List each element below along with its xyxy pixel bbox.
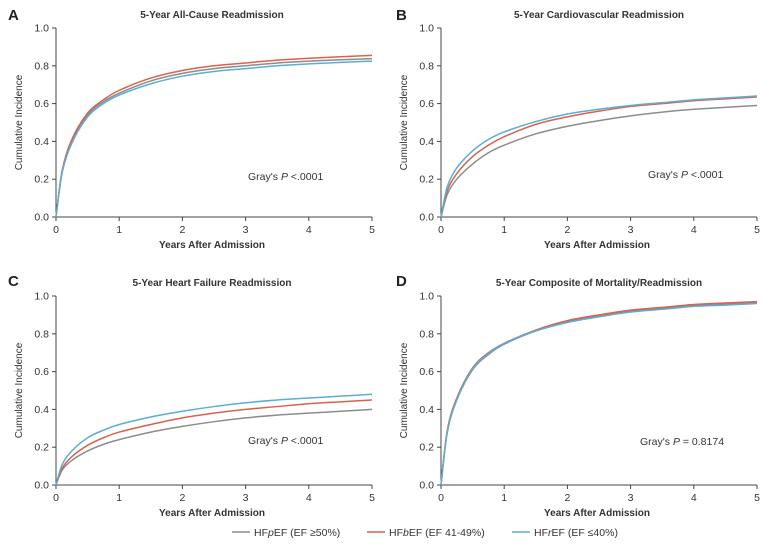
stat-annotation: Gray's P = 0.8174 <box>640 436 724 448</box>
y-tick-label: 1.0 <box>419 23 434 35</box>
x-tick-label: 5 <box>754 492 760 504</box>
y-tick-label: 0.6 <box>419 366 434 378</box>
y-tick-label: 0.0 <box>419 212 434 224</box>
x-tick-label: 4 <box>691 492 697 504</box>
y-tick-label: 0.4 <box>419 404 434 416</box>
x-tick-label: 3 <box>243 224 249 236</box>
x-tick-label: 5 <box>369 492 375 504</box>
series-line-hfpef <box>440 104 758 218</box>
legend-entry: HFrEF (EF ≤40%) <box>534 527 618 539</box>
stat-annotation: Gray's P <.0001 <box>248 435 323 447</box>
y-tick-label: 0.4 <box>34 136 49 148</box>
y-axis-label: Cumulative Incidence <box>399 342 410 438</box>
stat-annotation: Gray's P <.0001 <box>648 169 723 181</box>
chart-panel-a: A 5-Year All-Cause Readmission 0.0 0.2 0.4 0.… <box>8 7 375 251</box>
series-line-hfbef <box>55 54 373 218</box>
series-line-hfref <box>55 60 373 218</box>
x-axis-label: Years After Admission <box>159 240 265 251</box>
legend-entry: HFbEF (EF 41-49%) <box>389 527 485 539</box>
x-tick-label: 4 <box>691 224 697 236</box>
x-tick-label: 5 <box>369 224 375 236</box>
y-tick-label: 0.2 <box>419 174 434 186</box>
x-tick-label: 4 <box>306 224 312 236</box>
x-tick-label: 1 <box>116 492 122 504</box>
chart-panel-d: D 5-Year Composite of Mortality/Readmissi… <box>396 273 760 519</box>
panel-letter: D <box>396 273 407 290</box>
panel-title: 5-Year Cardiovascular Readmission <box>514 10 684 21</box>
x-axis-label: Years After Admission <box>159 508 265 519</box>
y-tick-label: 0.2 <box>419 442 434 454</box>
y-tick-label: 0.8 <box>34 60 49 72</box>
series-line-hfpef <box>55 57 373 218</box>
y-tick-label: 1.0 <box>34 23 49 35</box>
series-line-hfref <box>440 302 758 486</box>
panel-letter: B <box>396 7 407 24</box>
series-line-hfbef <box>440 300 758 486</box>
x-tick-label: 3 <box>628 492 634 504</box>
x-tick-label: 2 <box>564 224 570 236</box>
panel-letter: A <box>8 7 19 24</box>
y-tick-label: 1.0 <box>34 291 49 303</box>
x-tick-label: 3 <box>243 492 249 504</box>
x-tick-label: 0 <box>53 492 59 504</box>
x-tick-label: 1 <box>501 224 507 236</box>
y-axis-label: Cumulative Incidence <box>399 74 410 170</box>
x-tick-label: 3 <box>628 224 634 236</box>
x-tick-label: 5 <box>754 224 760 236</box>
y-tick-label: 0.4 <box>419 136 434 148</box>
series-line-hfref <box>440 95 758 218</box>
chart-panel-b: B 5-Year Cardiovascular Readmission 0.0 0.2… <box>396 7 760 251</box>
y-tick-label: 0.8 <box>419 60 434 72</box>
panel-letter: C <box>8 273 19 290</box>
stat-annotation: Gray's P <.0001 <box>248 171 323 183</box>
x-tick-label: 1 <box>116 224 122 236</box>
y-tick-label: 0.2 <box>34 174 49 186</box>
y-tick-label: 0.8 <box>34 328 49 340</box>
x-tick-label: 0 <box>438 492 444 504</box>
y-tick-label: 0.0 <box>34 212 49 224</box>
x-tick-label: 0 <box>438 224 444 236</box>
x-tick-label: 2 <box>564 492 570 504</box>
y-tick-label: 0.0 <box>419 480 434 492</box>
panel-title: 5-Year Composite of Mortality/Readmissio… <box>496 278 702 289</box>
y-tick-label: 1.0 <box>419 291 434 303</box>
y-tick-label: 0.6 <box>34 366 49 378</box>
y-axis-label: Cumulative Incidence <box>14 342 25 438</box>
y-tick-label: 0.6 <box>34 98 49 110</box>
panel-title: 5-Year Heart Failure Readmission <box>133 278 292 289</box>
x-tick-label: 2 <box>179 492 185 504</box>
series-line-hfbef <box>440 96 758 218</box>
x-axis-label: Years After Admission <box>544 508 650 519</box>
series-line-hfref <box>55 393 373 486</box>
series-line-hfbef <box>55 399 373 486</box>
panel-title: 5-Year All-Cause Readmission <box>140 10 284 21</box>
series-line-hfpef <box>440 301 758 486</box>
y-tick-label: 0.0 <box>34 480 49 492</box>
y-tick-label: 0.8 <box>419 328 434 340</box>
legend-entry: HFpEF (EF ≥50%) <box>254 527 340 539</box>
x-tick-label: 4 <box>306 492 312 504</box>
chart-panel-c: C 5-Year Heart Failure Readmission 0.0 0.2 0… <box>8 273 375 519</box>
y-tick-label: 0.4 <box>34 404 49 416</box>
y-axis-label: Cumulative Incidence <box>14 74 25 170</box>
x-tick-label: 0 <box>53 224 59 236</box>
x-axis-label: Years After Admission <box>544 240 650 251</box>
legend: HFpEF (EF ≥50%) HFbEF (EF 41-49%) HFrEF (E… <box>232 527 618 539</box>
series-line-hfpef <box>55 408 373 486</box>
x-tick-label: 1 <box>501 492 507 504</box>
y-tick-label: 0.2 <box>34 442 49 454</box>
x-tick-label: 2 <box>179 224 185 236</box>
y-tick-label: 0.6 <box>419 98 434 110</box>
